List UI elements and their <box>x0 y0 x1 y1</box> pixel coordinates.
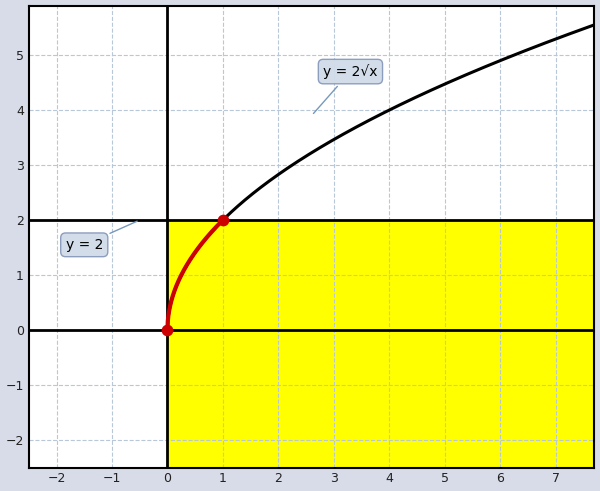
Point <box>218 216 227 224</box>
Point <box>163 326 172 334</box>
Text: y = 2√x: y = 2√x <box>313 64 377 113</box>
Text: y = 2: y = 2 <box>65 221 137 252</box>
